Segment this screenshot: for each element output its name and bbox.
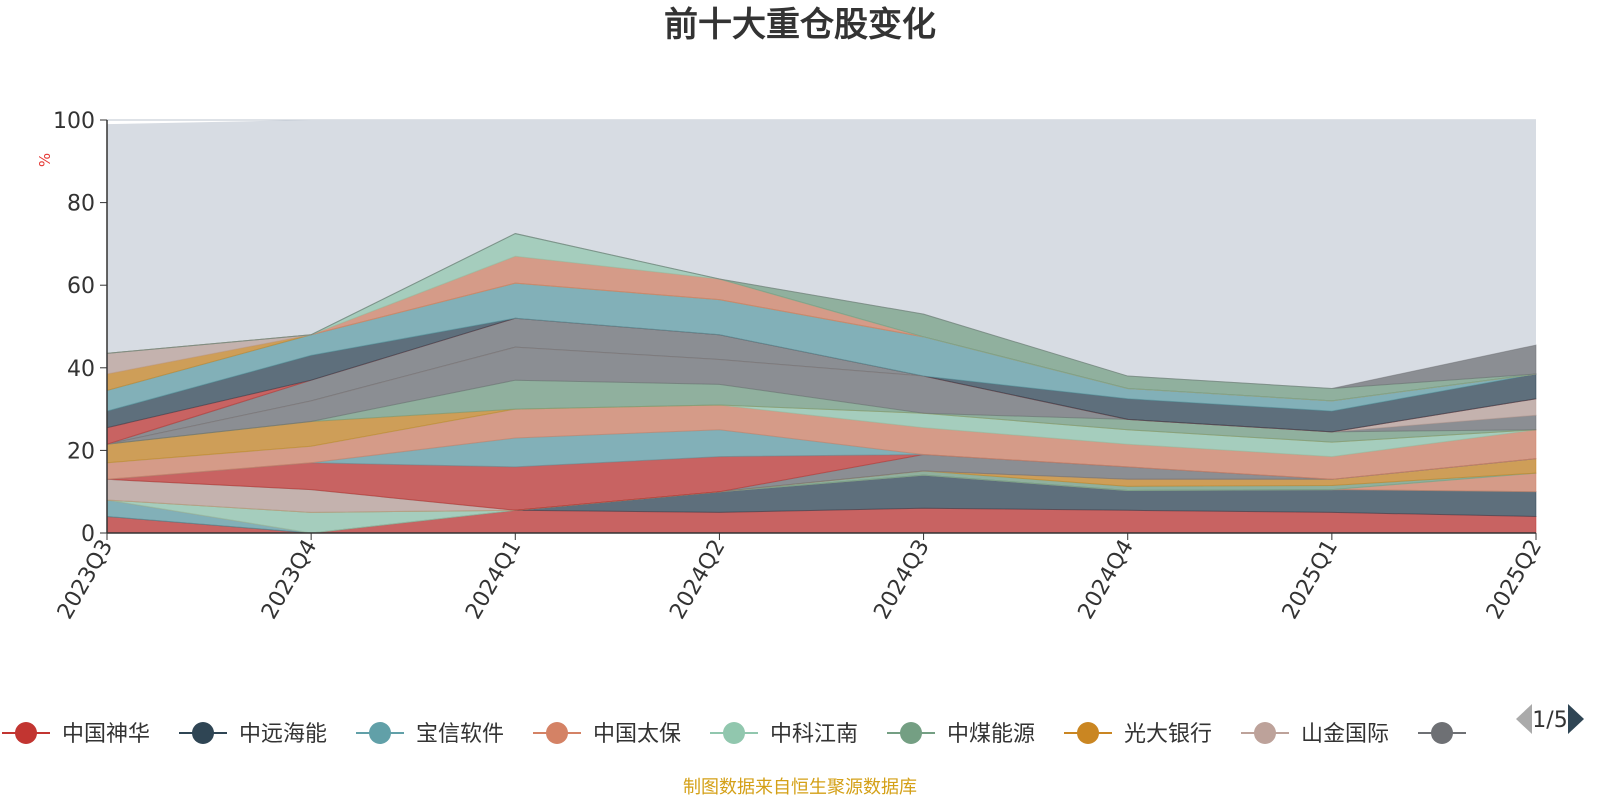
- legend-pager: 1/5: [1516, 704, 1584, 734]
- x-tick-label: 2023Q3: [53, 536, 118, 624]
- legend-circle-icon: [369, 722, 391, 744]
- y-tick-label: 20: [67, 439, 95, 464]
- legend-circle-icon: [1431, 722, 1453, 744]
- legend-label: 宝信软件: [416, 722, 504, 747]
- x-tick-label: 2025Q1: [1278, 536, 1343, 624]
- legend-label: 光大银行: [1124, 722, 1212, 747]
- legend-circle-icon: [1254, 722, 1276, 744]
- x-tick-label: 2025Q2: [1482, 536, 1547, 624]
- y-tick-label: 100: [53, 109, 95, 134]
- x-tick-label: 2024Q2: [665, 536, 730, 624]
- chart-title: 前十大重仓股变化: [664, 5, 936, 45]
- legend-circle-icon: [192, 722, 214, 744]
- legend-label: 中科江南: [770, 722, 858, 747]
- legend-label: 中远海能: [239, 722, 327, 747]
- legend-item-truncated[interactable]: [1418, 722, 1466, 744]
- legend-item[interactable]: 光大银行: [1064, 722, 1212, 747]
- legend-circle-icon: [15, 722, 37, 744]
- legend-item[interactable]: 中科江南: [710, 722, 858, 747]
- y-axis-unit-label: %: [36, 153, 54, 167]
- y-tick-label: 0: [81, 522, 95, 547]
- triangle-right-icon[interactable]: [1568, 704, 1584, 734]
- legend-circle-icon: [546, 722, 568, 744]
- legend: 中国神华 中远海能 宝信软件 中国太保 中科江南 中煤能源 光大银行 山金国际: [2, 722, 1466, 747]
- legend-label: 中煤能源: [947, 722, 1035, 747]
- legend-label: 中国太保: [593, 722, 681, 747]
- area-series-27[interactable]: [106, 233, 1537, 389]
- x-tick-label: 2024Q3: [869, 536, 934, 624]
- x-tick-label: 2024Q4: [1074, 536, 1139, 624]
- legend-item[interactable]: 中国神华: [2, 722, 150, 747]
- legend-page-indicator: 1/5: [1532, 708, 1567, 733]
- x-tick-label: 2024Q1: [461, 536, 526, 624]
- legend-circle-icon: [900, 722, 922, 744]
- y-tick-label: 80: [67, 192, 95, 217]
- legend-item[interactable]: 宝信软件: [356, 722, 504, 747]
- legend-item[interactable]: 山金国际: [1241, 722, 1389, 747]
- legend-label: 中国神华: [62, 722, 150, 747]
- legend-circle-icon: [1077, 722, 1099, 744]
- legend-item[interactable]: 中远海能: [179, 722, 327, 747]
- legend-item[interactable]: 中煤能源: [887, 722, 1035, 747]
- area-layer: [106, 120, 1537, 534]
- y-tick-label: 40: [67, 357, 95, 382]
- x-tick-label: 2023Q4: [257, 536, 322, 624]
- triangle-left-icon[interactable]: [1516, 704, 1532, 734]
- legend-item[interactable]: 中国太保: [533, 722, 681, 747]
- legend-circle-icon: [723, 722, 745, 744]
- y-tick-label: 60: [67, 274, 95, 299]
- legend-label: 山金国际: [1301, 722, 1389, 747]
- source-note: 制图数据来自恒生聚源数据库: [683, 777, 917, 798]
